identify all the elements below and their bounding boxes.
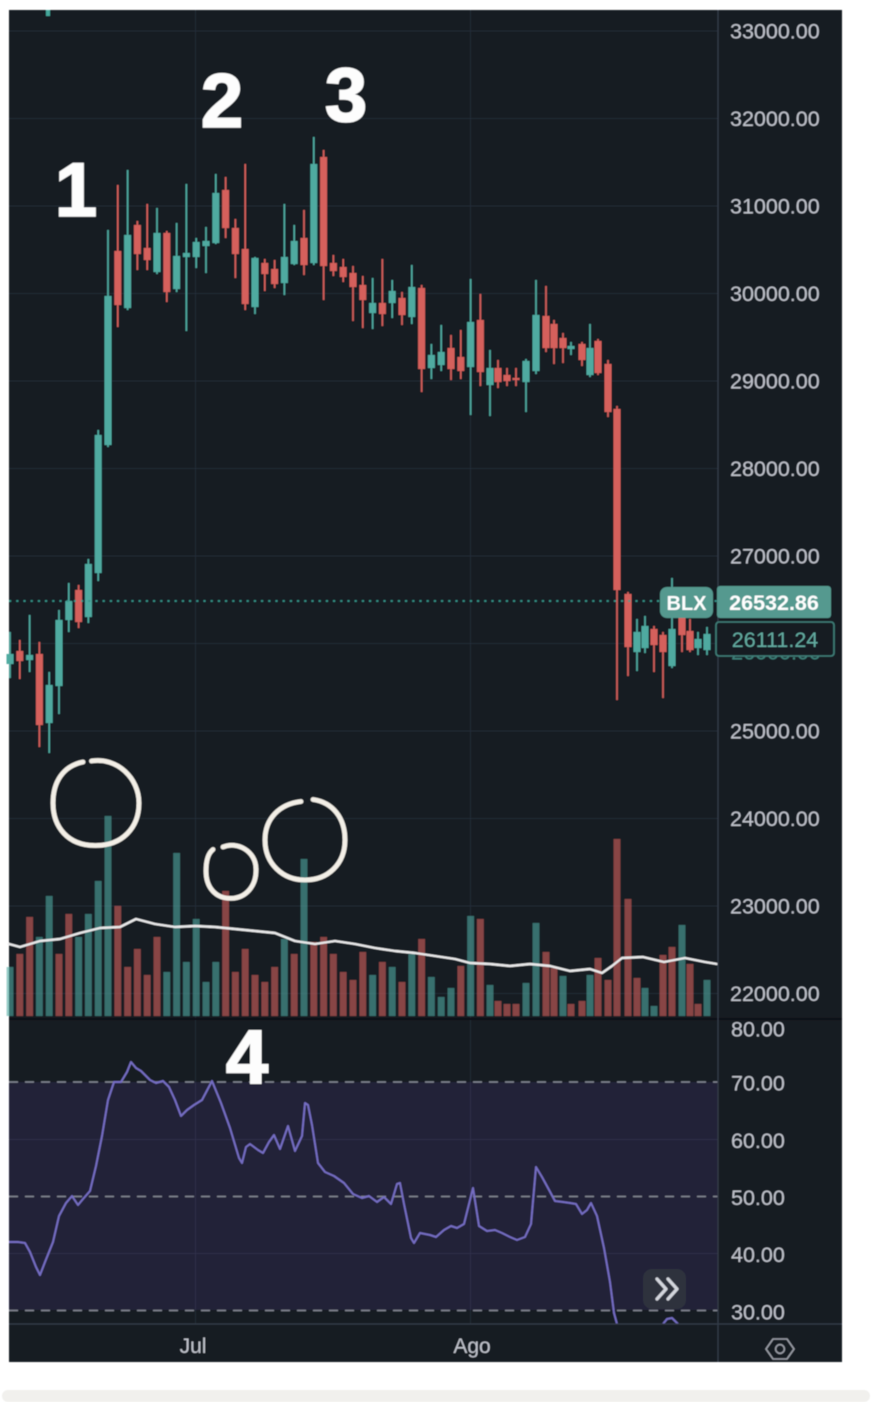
- svg-text:26532.86: 26532.86: [729, 591, 819, 615]
- svg-text:70.00: 70.00: [731, 1072, 785, 1096]
- svg-text:25000.00: 25000.00: [730, 720, 820, 744]
- svg-text:29000.00: 29000.00: [730, 370, 820, 394]
- svg-text:27000.00: 27000.00: [730, 545, 820, 569]
- svg-text:32000.00: 32000.00: [730, 107, 820, 131]
- svg-text:24000.00: 24000.00: [730, 807, 820, 831]
- svg-text:30.00: 30.00: [731, 1301, 785, 1325]
- svg-text:33000.00: 33000.00: [730, 20, 820, 44]
- svg-text:40.00: 40.00: [731, 1243, 785, 1267]
- svg-text:Jul: Jul: [180, 1335, 207, 1358]
- svg-text:BLX: BLX: [667, 593, 708, 615]
- svg-text:31000.00: 31000.00: [730, 195, 820, 219]
- svg-text:60.00: 60.00: [731, 1129, 785, 1153]
- svg-text:3: 3: [325, 53, 367, 138]
- svg-text:4: 4: [226, 1015, 268, 1100]
- svg-text:1: 1: [55, 148, 97, 233]
- svg-text:28000.00: 28000.00: [730, 457, 820, 481]
- svg-text:80.00: 80.00: [731, 1018, 785, 1042]
- svg-text:26111.24: 26111.24: [732, 628, 819, 652]
- svg-text:50.00: 50.00: [731, 1186, 785, 1210]
- svg-text:22000.00: 22000.00: [730, 982, 820, 1006]
- svg-text:2: 2: [201, 59, 243, 144]
- svg-text:Ago: Ago: [453, 1335, 490, 1358]
- svg-text:23000.00: 23000.00: [730, 895, 820, 919]
- svg-text:30000.00: 30000.00: [730, 282, 820, 306]
